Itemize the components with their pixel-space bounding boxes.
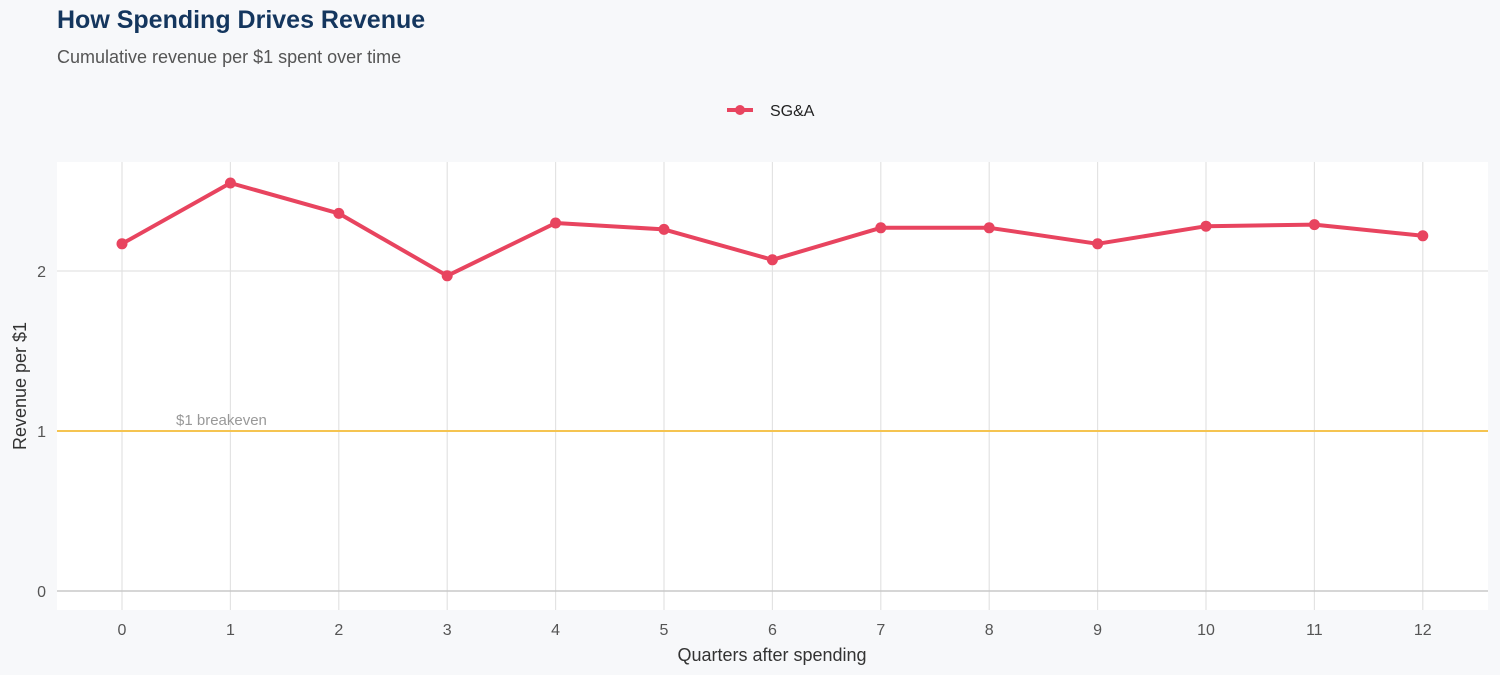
data-point (1308, 219, 1320, 231)
y-tick-label: 2 (37, 264, 46, 281)
legend-marker-icon (735, 105, 745, 115)
data-point (333, 207, 345, 219)
y-tick-label: 0 (37, 584, 46, 601)
x-tick-label: 4 (551, 622, 560, 639)
data-point (1417, 230, 1429, 242)
x-tick-label: 2 (334, 622, 343, 639)
chart-subtitle: Cumulative revenue per $1 spent over tim… (57, 47, 402, 67)
data-point (550, 217, 562, 229)
x-tick-label: 5 (660, 622, 669, 639)
x-tick-label: 3 (443, 622, 452, 639)
data-point (224, 177, 236, 189)
data-point (116, 238, 128, 250)
legend: SG&A (727, 103, 815, 120)
data-point (1092, 238, 1104, 250)
x-tick-label: 9 (1093, 622, 1102, 639)
x-tick-label: 1 (226, 622, 235, 639)
x-tick-label: 12 (1414, 622, 1432, 639)
x-tick-label: 11 (1306, 622, 1323, 639)
data-point (441, 270, 453, 282)
data-point (658, 223, 670, 235)
x-tick-label: 0 (118, 622, 127, 639)
legend-label: SG&A (770, 103, 815, 120)
x-axis-label: Quarters after spending (677, 645, 866, 665)
data-point (983, 222, 995, 234)
data-point (1200, 220, 1212, 232)
x-tick-label: 8 (985, 622, 994, 639)
y-tick-label: 1 (37, 424, 46, 441)
x-tick-label: 10 (1197, 622, 1215, 639)
data-point (875, 222, 887, 234)
chart-title: How Spending Drives Revenue (57, 6, 426, 34)
breakeven-label: $1 breakeven (176, 412, 267, 429)
data-point (766, 254, 778, 266)
x-tick-label: 7 (876, 622, 885, 639)
y-axis-label: Revenue per $1 (10, 322, 30, 450)
x-tick-label: 6 (768, 622, 777, 639)
